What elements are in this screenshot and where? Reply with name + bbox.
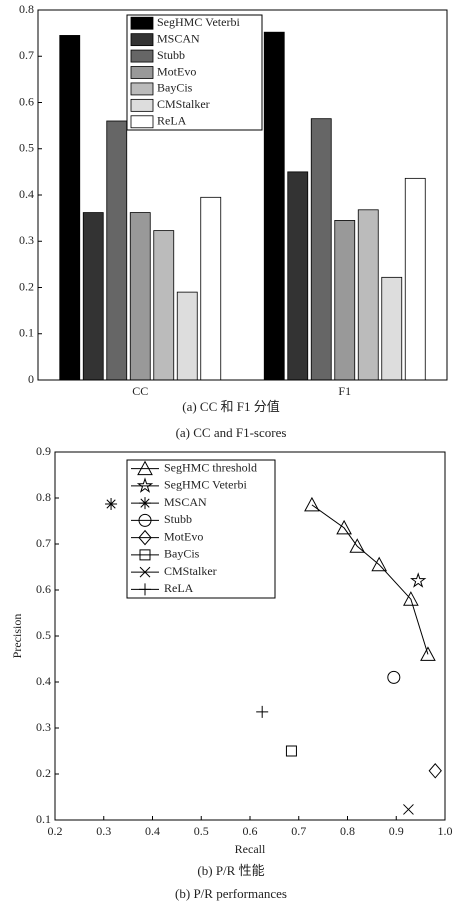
bar [404,177,426,381]
legend-marker [139,583,151,596]
y-tick-label: 0.5 [19,141,34,155]
bar [357,209,379,381]
x-tick-label: 0.7 [291,824,306,838]
x-tick-label: 1.0 [438,824,453,838]
y-tick-label: 0 [28,372,34,386]
bar [129,212,151,381]
marker-triangle [403,591,419,606]
caption: (a) CC 和 F1 分值 [182,399,280,414]
y-tick-label: 0.8 [36,490,51,504]
bar [381,276,403,381]
x-axis-label: Recall [235,842,266,856]
marker-triangle [304,496,320,512]
legend-label: MSCAN [164,495,207,509]
x-tick-label: 0.4 [145,824,160,838]
marker-circle [387,670,401,684]
legend-marker [138,529,152,546]
legend-marker [138,513,152,527]
legend-swatch [130,82,154,96]
marker-plus [256,705,269,718]
y-tick-label: 0.2 [36,766,51,780]
marker-x [403,804,414,815]
legend-box [126,459,276,599]
legend-swatch [130,16,154,30]
bar [153,230,175,381]
legend-label: ReLA [157,114,187,128]
legend-marker [139,566,151,578]
bar [82,212,104,381]
marker-square [285,745,297,757]
marker-triangle [420,646,436,661]
y-tick-label: 0.3 [36,720,51,734]
bar [263,31,285,381]
caption: (a) CC and F1-scores [176,425,287,440]
plot-frame [37,9,448,381]
legend-label: Stubb [157,48,185,62]
y-tick-label: 0.6 [36,582,51,596]
marker-triangle [349,538,366,553]
y-axis-label: Precision [10,614,24,659]
y-tick-label: 0.7 [19,48,34,62]
bar [106,120,128,381]
y-tick-label: 0.4 [19,187,34,201]
x-tick-label: 0.8 [340,824,355,838]
marker-star [410,572,427,588]
legend-label: SegHMC Veterbi [164,478,247,492]
x-tick-label: 0.2 [48,824,63,838]
x-tick-label: 0.6 [243,824,258,838]
legend-label: MotEvo [157,64,196,78]
legend-label: ReLA [164,581,194,595]
y-tick-label: 0.1 [36,812,51,826]
legend-label: BayCis [164,547,200,561]
bar [310,118,332,381]
marker-triangle [371,556,388,572]
legend-label: Stubb [164,512,192,526]
bar [334,220,356,381]
y-tick-label: 0.7 [36,536,51,550]
x-tick-label: 0.5 [194,824,209,838]
y-tick-label: 0.1 [19,326,34,340]
legend-marker [139,549,151,561]
bar [200,196,222,381]
series-line [311,504,429,655]
legend-swatch [130,66,154,79]
marker-asterisk [105,497,118,510]
bar [59,35,81,381]
legend-label: MotEvo [164,529,203,543]
legend-marker [137,460,153,476]
y-tick-label: 0.8 [19,2,34,16]
legend-marker [136,477,154,493]
y-tick-label: 0.3 [19,233,34,247]
y-tick-label: 0.6 [19,94,34,108]
x-tick-label: CC [132,384,148,398]
legend-label: SegHMC threshold [164,460,257,474]
x-tick-label: 0.3 [96,824,111,838]
legend-swatch [130,98,154,112]
x-tick-label: 0.9 [389,824,404,838]
caption: (b) P/R 性能 [197,863,264,878]
caption: (b) P/R performances [175,886,287,901]
legend-swatch [130,115,154,129]
legend-label: MSCAN [157,31,200,45]
legend-label: CMStalker [164,564,217,578]
y-tick-label: 0.9 [36,444,51,458]
legend-swatch [130,33,154,47]
bar [287,171,309,381]
legend-label: CMStalker [157,97,210,111]
legend-label: BayCis [157,81,193,95]
y-tick-label: 0.2 [19,279,34,293]
y-tick-label: 0.4 [36,674,51,688]
plot-frame [54,451,446,821]
legend-label: SegHMC Veterbi [157,15,240,29]
y-tick-label: 0.5 [36,628,51,642]
x-tick-label: F1 [338,384,351,398]
marker-triangle [336,519,352,535]
legend-marker [139,497,151,510]
legend-swatch [130,49,154,63]
bar [176,291,198,381]
marker-diamond [428,763,442,779]
